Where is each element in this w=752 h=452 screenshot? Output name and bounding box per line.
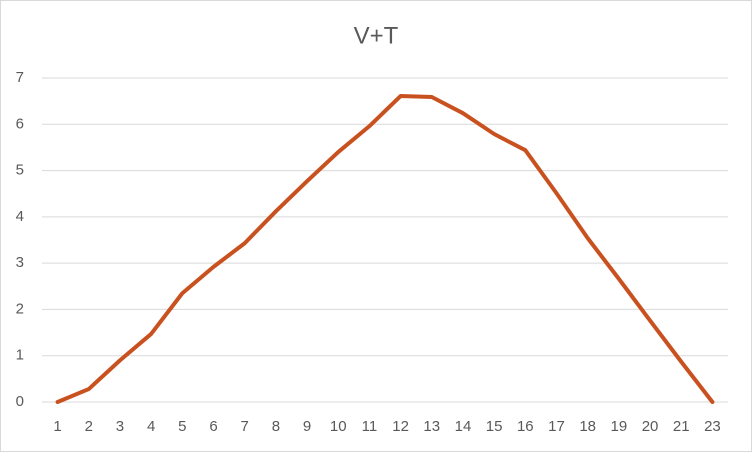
x-tick-label: 6	[209, 418, 217, 435]
y-tick-label: 6	[16, 115, 24, 132]
x-tick-label: 20	[642, 418, 659, 435]
x-tick-label: 11	[362, 418, 378, 435]
y-tick-label: 3	[16, 254, 24, 271]
x-tick-label: 1	[53, 418, 61, 435]
chart-title: V+T	[354, 22, 399, 49]
x-tick-label: 9	[303, 418, 311, 435]
x-tick-label: 7	[241, 418, 249, 435]
x-tick-label: 2	[85, 418, 93, 435]
x-tick-label: 21	[673, 418, 690, 435]
x-tick-label: 19	[611, 418, 628, 435]
x-tick-label: 15	[486, 418, 503, 435]
x-tick-label: 3	[116, 418, 124, 435]
x-tick-label: 16	[517, 418, 534, 435]
x-tick-label: 12	[392, 418, 409, 435]
y-tick-label: 4	[16, 208, 24, 225]
x-tick-label: 17	[548, 418, 565, 435]
x-tick-label: 4	[147, 418, 155, 435]
x-tick-label: 14	[455, 418, 472, 435]
x-tick-label: 18	[579, 418, 596, 435]
x-tick-label: 10	[330, 418, 347, 435]
y-tick-label: 7	[16, 69, 24, 86]
y-tick-label: 1	[16, 347, 24, 364]
y-tick-label: 5	[16, 162, 24, 179]
line-series	[55, 94, 715, 404]
x-tick-label: 23	[704, 418, 721, 435]
x-tick-label: 5	[178, 418, 186, 435]
x-tick-label: 13	[423, 418, 440, 435]
x-tick-label: 8	[272, 418, 280, 435]
y-tick-label: 2	[16, 300, 24, 317]
y-tick-label: 0	[16, 393, 24, 410]
